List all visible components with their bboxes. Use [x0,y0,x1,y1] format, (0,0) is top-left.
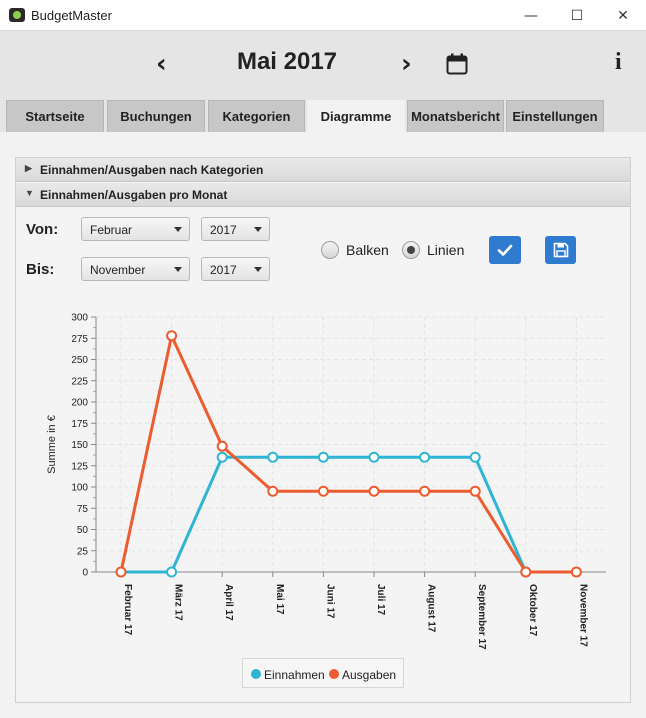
calendar-icon[interactable] [446,53,468,80]
y-tick-label: 175 [71,419,88,430]
line-chart-radio[interactable] [402,241,420,259]
month-header: ‹ Mai 2017 › i [0,31,646,99]
x-tick-label: Februar 17 [122,584,133,636]
data-point-income [469,451,481,463]
app-logo-icon [9,8,25,22]
tab-monatsbericht[interactable]: Monatsbericht [407,100,504,132]
tab-kategorien[interactable]: Kategorien [208,100,305,132]
close-button[interactable]: ✕ [617,7,629,24]
series-line-expense [119,334,577,574]
line-chart-label: Linien [427,242,465,258]
from-month-select[interactable]: Februar [81,217,190,241]
data-point-expense [115,566,127,578]
legend-income-label: Einnahmen [264,668,325,682]
chart-legend: Einnahmen Ausgaben [242,658,404,688]
accordion-categories[interactable]: ▶ Einnahmen/Ausgaben nach Kategorien [16,158,630,182]
y-tick-label: 75 [77,504,89,515]
legend-income-marker [251,669,261,679]
minimize-button[interactable]: — [524,7,538,24]
data-point-income [216,451,228,463]
y-tick-label: 200 [71,398,88,409]
info-icon[interactable]: i [615,49,622,75]
dropdown-arrow-icon [254,227,262,232]
x-tick-label: Juli 17 [375,584,386,616]
accordion-monthly[interactable]: ▼ Einnahmen/Ausgaben pro Monat [16,183,630,207]
dropdown-arrow-icon [174,227,182,232]
data-point-expense [267,485,279,497]
tab-buchungen[interactable]: Buchungen [107,100,205,132]
y-tick-label: 125 [71,461,88,472]
x-tick-label: Juni 17 [324,584,335,619]
from-year-value: 2017 [210,223,237,237]
maximize-button[interactable]: ☐ [570,7,584,24]
title-bar: BudgetMaster — ☐ ✕ [0,0,646,31]
window-title: BudgetMaster [31,8,112,23]
y-tick-label: 250 [71,355,88,366]
from-label: Von: [26,221,59,238]
y-tick-label: 275 [71,334,88,345]
chevron-down-icon: ▼ [25,188,34,198]
save-button[interactable] [545,236,576,264]
from-month-value: Februar [90,223,133,237]
data-point-income [267,451,279,463]
dropdown-arrow-icon [254,267,262,272]
month-title: Mai 2017 [236,48,338,75]
to-year-value: 2017 [210,263,237,277]
tab-bar: Startseite Buchungen Kategorien Diagramm… [0,99,646,132]
legend-expense-label: Ausgaben [342,668,397,682]
previous-month-button[interactable]: ‹ [156,49,167,79]
to-month-select[interactable]: November [81,257,190,281]
data-point-expense [368,485,380,497]
data-point-income [368,451,380,463]
x-tick-label: September 17 [476,584,487,650]
to-year-select[interactable]: 2017 [201,257,270,281]
y-tick-label: 0 [82,568,88,579]
tab-diagramme[interactable]: Diagramme [307,100,405,132]
from-year-select[interactable]: 2017 [201,217,270,241]
accordion-title: Einnahmen/Ausgaben pro Monat [40,188,228,202]
data-point-expense [419,485,431,497]
data-point-expense [216,440,228,452]
data-point-expense [570,566,582,578]
x-tick-label: August 17 [426,584,437,633]
to-label: Bis: [26,261,55,278]
legend-expense-marker [329,669,339,679]
data-point-expense [520,566,532,578]
checkmark-icon [497,244,513,256]
x-tick-label: Oktober 17 [527,584,538,637]
data-point-expense [317,485,329,497]
next-month-button[interactable]: › [401,49,412,79]
y-axis-title: Summe in € [46,415,58,474]
x-tick-label: November 17 [577,584,588,647]
tab-startseite[interactable]: Startseite [6,100,104,132]
data-point-income [166,566,178,578]
data-point-expense [166,330,178,342]
bar-chart-radio[interactable] [321,241,339,259]
bar-chart-label: Balken [346,242,389,258]
data-point-expense [469,485,481,497]
dropdown-arrow-icon [174,267,182,272]
y-tick-label: 300 [71,313,88,324]
y-tick-label: 50 [77,525,89,536]
to-month-value: November [90,263,146,277]
x-tick-label: März 17 [173,584,184,621]
accordion-title: Einnahmen/Ausgaben nach Kategorien [40,163,264,177]
chevron-right-icon: ▶ [25,163,32,173]
y-tick-label: 100 [71,483,88,494]
data-point-income [419,451,431,463]
y-tick-label: 225 [71,376,88,387]
apply-button[interactable] [489,236,521,264]
tab-einstellungen[interactable]: Einstellungen [506,100,604,132]
y-tick-label: 25 [77,546,89,557]
data-point-income [317,451,329,463]
x-tick-label: Mai 17 [274,584,285,615]
y-tick-label: 150 [71,440,88,451]
x-tick-label: April 17 [223,584,234,621]
save-icon [553,242,568,258]
